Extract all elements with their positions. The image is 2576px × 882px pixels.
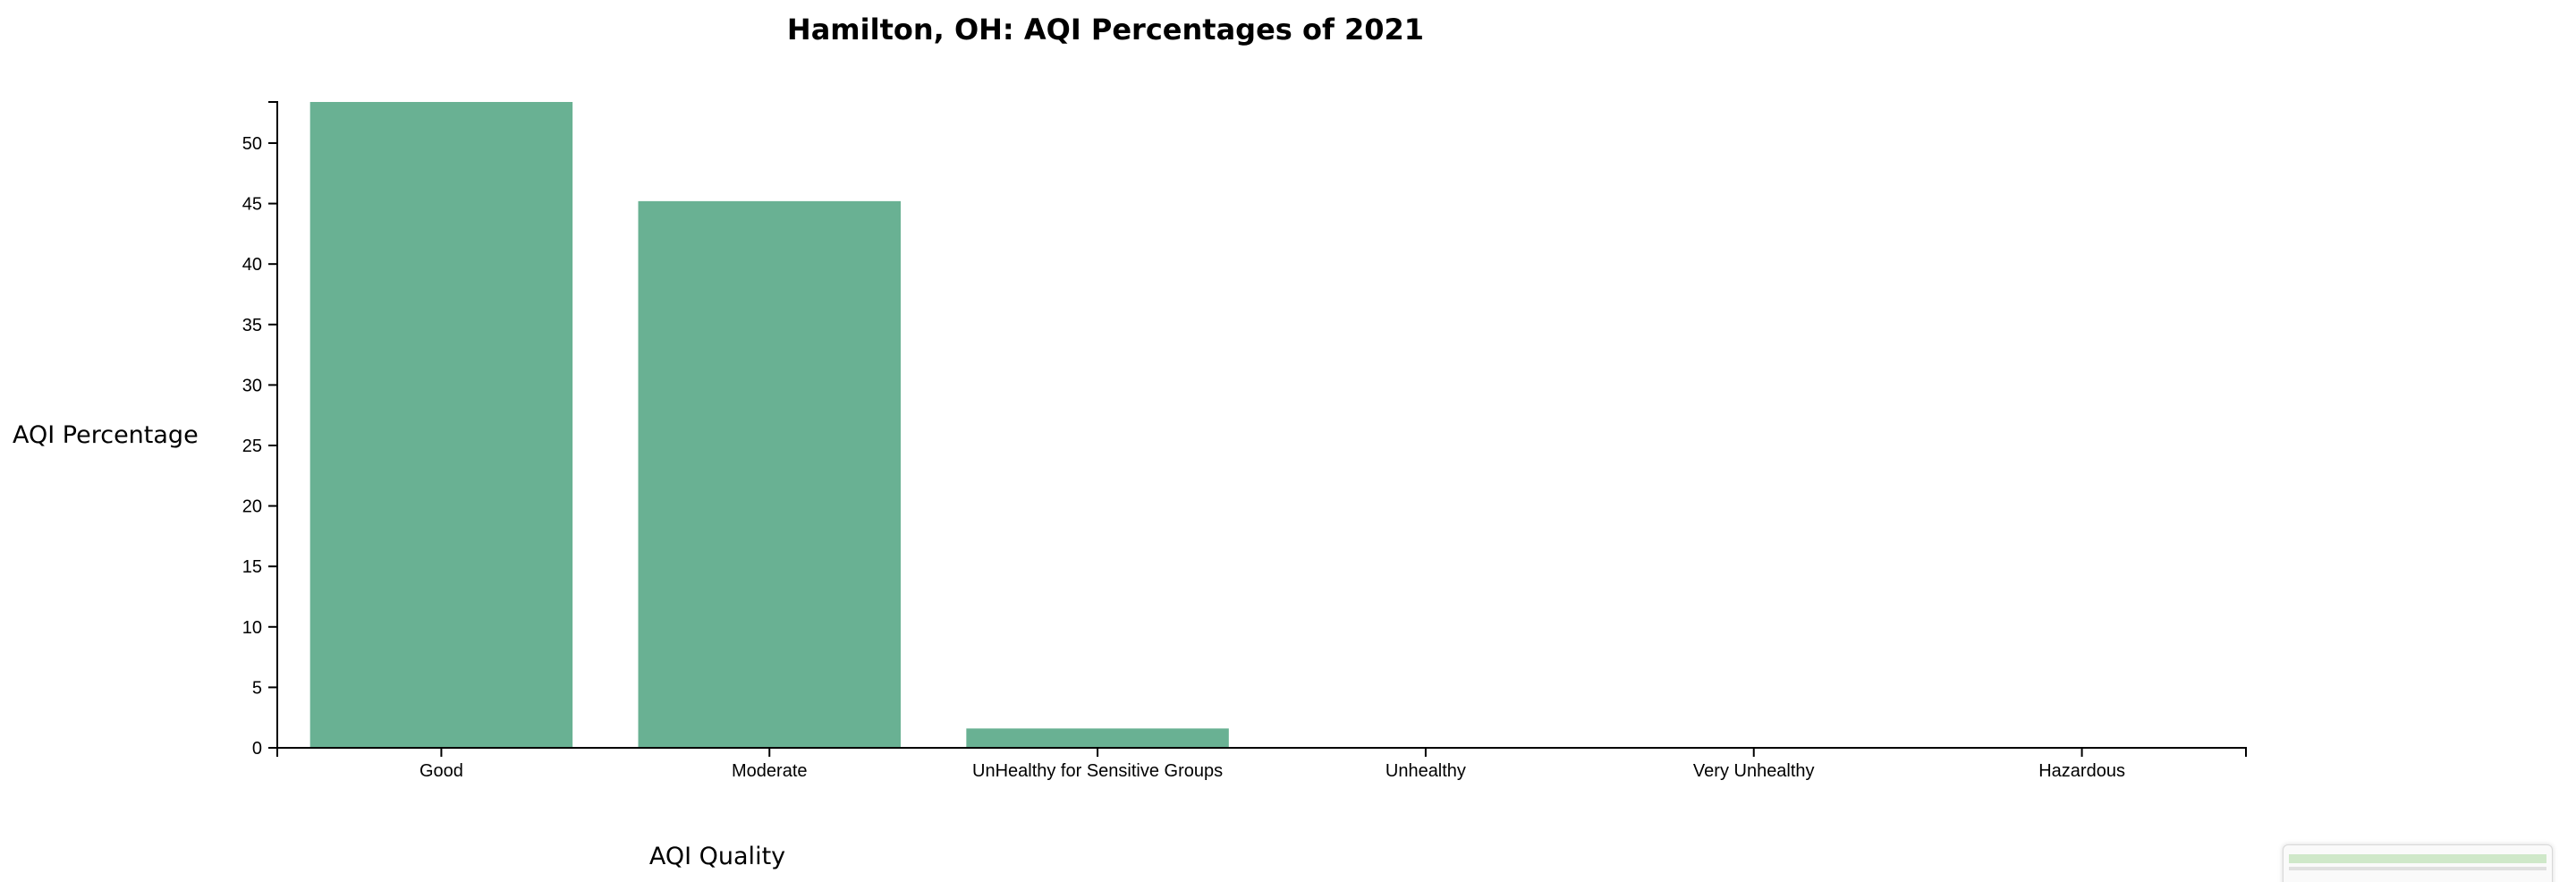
x-axis-line: [276, 747, 2247, 757]
y-tick-label: 45: [242, 195, 262, 215]
x-tick-label: Good: [419, 761, 463, 781]
x-axis: Good Moderate UnHealthy for Sensitive Grou…: [276, 747, 2247, 781]
x-axis-label: AQI Quality: [649, 843, 785, 870]
y-tick-label: 40: [242, 255, 262, 275]
x-tick-label: UnHealthy for Sensitive Groups: [972, 761, 1223, 781]
chart-title: Hamilton, OH: AQI Percentages of 2021: [787, 13, 1424, 47]
y-axis-label: AQI Percentage: [13, 421, 199, 449]
y-tick-label: 15: [242, 557, 262, 577]
bar-moderate: [638, 200, 901, 749]
bars-group: [309, 102, 1229, 749]
thumbnail-toolbar: [2289, 854, 2546, 863]
y-tick-label: 50: [242, 134, 262, 154]
y-tick-label: 10: [242, 618, 262, 638]
y-axis: 0 5 10 15 20 25 30 35 40 45 50: [242, 101, 278, 759]
thumbnail-preview[interactable]: [2283, 844, 2553, 882]
y-tick-label: 25: [242, 437, 262, 456]
y-tick-label: 35: [242, 316, 262, 335]
thumbnail-row: [2289, 867, 2546, 870]
y-tick-label: 20: [242, 497, 262, 517]
x-tick-label: Very Unhealthy: [1693, 761, 1815, 781]
x-tick-label: Hazardous: [2038, 761, 2125, 781]
y-tick-label: 30: [242, 376, 262, 395]
y-tick-label: 5: [252, 678, 262, 698]
y-axis-line: [268, 101, 278, 749]
x-tick-label: Unhealthy: [1385, 761, 1466, 781]
bar-good: [309, 102, 573, 748]
bar-unhealthy-for-sensitive-groups: [966, 728, 1229, 748]
x-tick-label: Moderate: [732, 761, 808, 781]
y-tick-label: 0: [252, 739, 262, 759]
